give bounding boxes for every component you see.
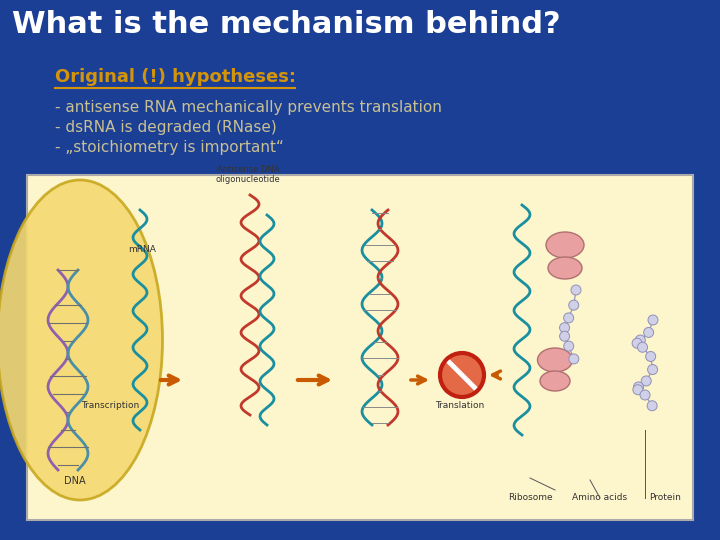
- Ellipse shape: [0, 180, 163, 500]
- Text: Ribosome: Ribosome: [508, 493, 552, 502]
- Text: Amino acids: Amino acids: [572, 493, 628, 502]
- Text: Protein: Protein: [649, 493, 681, 502]
- Text: - antisense RNA mechanically prevents translation: - antisense RNA mechanically prevents tr…: [55, 100, 442, 115]
- Circle shape: [640, 390, 650, 400]
- Text: Translation: Translation: [436, 401, 485, 410]
- Circle shape: [646, 352, 656, 361]
- Circle shape: [564, 313, 574, 323]
- Circle shape: [637, 342, 647, 352]
- Circle shape: [559, 323, 570, 333]
- Ellipse shape: [548, 257, 582, 279]
- Circle shape: [634, 382, 644, 392]
- Text: Original (!) hypotheses:: Original (!) hypotheses:: [55, 68, 296, 86]
- Circle shape: [644, 327, 654, 338]
- Circle shape: [647, 401, 657, 411]
- Text: Antisense DNA
oligonucleotide: Antisense DNA oligonucleotide: [215, 165, 280, 184]
- Text: - dsRNA is degraded (RNase): - dsRNA is degraded (RNase): [55, 120, 276, 135]
- Text: What is the mechanism behind?: What is the mechanism behind?: [12, 10, 561, 39]
- Circle shape: [440, 353, 484, 397]
- Text: mRNA: mRNA: [128, 245, 156, 254]
- Circle shape: [648, 315, 658, 325]
- Ellipse shape: [546, 232, 584, 258]
- Text: - „stoichiometry is important“: - „stoichiometry is important“: [55, 140, 284, 155]
- Circle shape: [559, 331, 570, 341]
- Text: DNA: DNA: [64, 476, 86, 486]
- Circle shape: [569, 300, 579, 310]
- Ellipse shape: [540, 371, 570, 391]
- Circle shape: [642, 376, 651, 386]
- Circle shape: [647, 364, 657, 375]
- Circle shape: [564, 341, 574, 351]
- Text: Transcription: Transcription: [81, 401, 139, 410]
- FancyBboxPatch shape: [27, 175, 693, 520]
- Circle shape: [633, 384, 643, 395]
- Circle shape: [569, 354, 579, 364]
- Circle shape: [635, 335, 645, 345]
- Circle shape: [571, 285, 581, 295]
- Circle shape: [632, 338, 642, 348]
- Ellipse shape: [538, 348, 572, 372]
